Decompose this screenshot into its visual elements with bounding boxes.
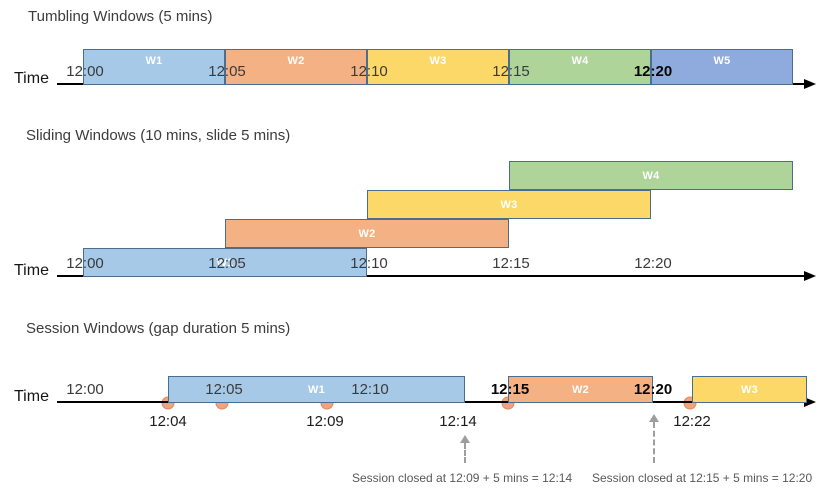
- timeline: [57, 275, 805, 277]
- window-bar-w3: W3: [367, 49, 509, 85]
- tick-label: 12:05: [208, 255, 246, 272]
- window-label: W1: [307, 383, 326, 396]
- dashed-arrow-icon: [460, 435, 470, 443]
- window-label: W2: [571, 383, 590, 396]
- tick-label: 12:15: [492, 255, 530, 272]
- window-bar-w3: W3: [692, 376, 807, 403]
- tick-label: 12:00: [66, 381, 104, 398]
- tick-label: 12:00: [66, 255, 104, 272]
- dashed-arrow-icon: [649, 414, 659, 422]
- event-time-label: 12:04: [149, 413, 187, 430]
- event-time-label: 12:09: [306, 413, 344, 430]
- tick-label: 12:05: [205, 381, 243, 398]
- tick-label: 12:10: [350, 255, 388, 272]
- window-label: W1: [216, 256, 234, 269]
- window-label: W2: [358, 227, 376, 240]
- tick-label: 12:10: [350, 63, 388, 80]
- window-bar-w2: W2: [225, 49, 367, 85]
- session-closed-annotation-2: Session closed at 12:15 + 5 mins = 12:20: [592, 471, 813, 485]
- tick-label: 12:10: [351, 381, 389, 398]
- window-label: W4: [571, 55, 589, 67]
- tick-label: 12:15: [492, 63, 530, 80]
- window-label: W1: [145, 55, 163, 67]
- timeline-arrow-icon: [804, 397, 816, 407]
- window-label: W2: [287, 55, 305, 67]
- window-bar-w4: W4: [509, 161, 793, 190]
- section-title-session: Session Windows (gap duration 5 mins): [26, 320, 291, 337]
- window-label: W3: [740, 383, 759, 396]
- window-label: W5: [713, 55, 731, 67]
- window-bar-w4: W4: [509, 49, 651, 85]
- tick-label: 12:20: [634, 255, 672, 272]
- window-bar-w1: W1: [83, 248, 367, 277]
- timeline-arrow-icon: [804, 271, 816, 281]
- tick-label: 12:20: [633, 63, 673, 80]
- session-closed-annotation-1: Session closed at 12:09 + 5 mins = 12:14: [352, 471, 573, 485]
- axis-time-label: Time: [14, 262, 49, 279]
- window-bar-w2: W2: [508, 376, 653, 403]
- window-bar-w1: W1: [168, 376, 465, 403]
- tick-label: 12:00: [66, 63, 104, 80]
- tick-label: 12:20: [633, 381, 673, 398]
- timeline-arrow-icon: [804, 79, 816, 89]
- window-bar-w3: W3: [367, 190, 651, 219]
- window-bar-w5: W5: [651, 49, 793, 85]
- tick-label: 12:05: [208, 63, 246, 80]
- window-label: W3: [500, 198, 518, 211]
- section-title-sliding: Sliding Windows (10 mins, slide 5 mins): [26, 127, 291, 144]
- dashed-arrow-line: [464, 443, 466, 463]
- window-label: W3: [429, 55, 447, 67]
- dashed-arrow-line: [653, 422, 655, 463]
- axis-time-label: Time: [14, 70, 49, 87]
- section-title-tumbling: Tumbling Windows (5 mins): [28, 8, 213, 25]
- tick-label: 12:15: [490, 381, 530, 398]
- axis-time-label: Time: [14, 388, 49, 405]
- window-bar-w2: W2: [225, 219, 509, 248]
- window-label: W4: [642, 169, 660, 182]
- window-close-time-label: 12:14: [439, 413, 477, 430]
- window-bar-w1: W1: [83, 49, 225, 85]
- event-time-label: 12:22: [673, 413, 711, 430]
